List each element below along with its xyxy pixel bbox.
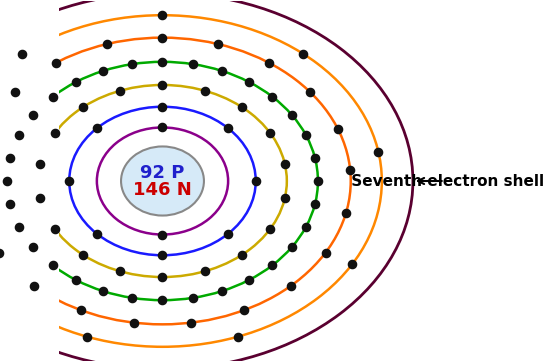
Point <box>266 226 274 232</box>
Point <box>78 252 87 257</box>
Point <box>302 132 311 138</box>
Point <box>188 61 197 67</box>
Point <box>65 178 74 184</box>
Point <box>72 277 80 283</box>
Point <box>30 283 39 289</box>
Ellipse shape <box>121 147 204 215</box>
Point <box>6 155 14 161</box>
Point <box>158 35 167 41</box>
Point <box>158 252 167 258</box>
Point <box>116 268 125 274</box>
Point <box>130 320 139 326</box>
Point <box>287 112 296 118</box>
Point <box>158 104 167 110</box>
Point <box>348 261 357 267</box>
Point <box>302 224 311 230</box>
Point <box>201 268 209 274</box>
Point <box>238 252 247 257</box>
Point <box>99 68 107 74</box>
Point <box>245 277 253 283</box>
Point <box>264 60 273 66</box>
Text: 146 N: 146 N <box>133 181 192 199</box>
Point <box>6 201 14 207</box>
Point <box>374 149 383 155</box>
Point <box>83 334 92 340</box>
Point <box>102 41 111 47</box>
Point <box>158 59 167 65</box>
Point <box>321 250 330 256</box>
Point <box>214 41 223 47</box>
Point <box>52 60 61 66</box>
Point <box>77 307 85 313</box>
Point <box>92 231 101 236</box>
Point <box>17 51 26 57</box>
Point <box>346 167 355 173</box>
Point <box>116 88 125 94</box>
Point <box>78 105 87 110</box>
Point <box>251 178 260 184</box>
Point <box>342 210 350 216</box>
Point <box>224 126 233 131</box>
Point <box>240 307 249 313</box>
Point <box>218 68 226 74</box>
Point <box>305 89 314 94</box>
Point <box>48 94 57 100</box>
Point <box>286 283 295 289</box>
Point <box>3 178 12 184</box>
Point <box>287 244 296 250</box>
Text: Seventh electron shell: Seventh electron shell <box>345 173 544 189</box>
Point <box>158 297 167 303</box>
Point <box>29 112 37 118</box>
Point <box>99 288 107 294</box>
Point <box>36 195 45 201</box>
Point <box>128 295 137 301</box>
Point <box>158 232 167 237</box>
Point <box>311 155 320 161</box>
Point <box>201 88 209 94</box>
Point <box>268 262 277 268</box>
Point <box>188 295 197 301</box>
Point <box>11 89 20 94</box>
Point <box>218 288 226 294</box>
Point <box>72 79 80 85</box>
Point <box>0 250 4 256</box>
Point <box>186 320 195 326</box>
Point <box>48 262 57 268</box>
Point <box>14 224 23 230</box>
Point <box>29 244 37 250</box>
Point <box>311 201 320 207</box>
Point <box>158 12 167 18</box>
Point <box>268 94 277 100</box>
Point <box>50 130 59 136</box>
Point <box>314 178 322 184</box>
Point <box>50 226 59 232</box>
Point <box>158 82 167 88</box>
Point <box>224 231 233 236</box>
Point <box>233 334 242 340</box>
Point <box>299 51 308 57</box>
Point <box>238 105 247 110</box>
Text: 92 P: 92 P <box>141 164 185 182</box>
Point <box>14 132 23 138</box>
Point <box>92 126 101 131</box>
Point <box>36 161 45 167</box>
Point <box>158 125 167 130</box>
Point <box>280 161 289 167</box>
Point <box>266 130 274 136</box>
Point <box>158 274 167 280</box>
Point <box>128 61 137 67</box>
Point <box>333 126 342 131</box>
Point <box>280 195 289 201</box>
Point <box>245 79 253 85</box>
